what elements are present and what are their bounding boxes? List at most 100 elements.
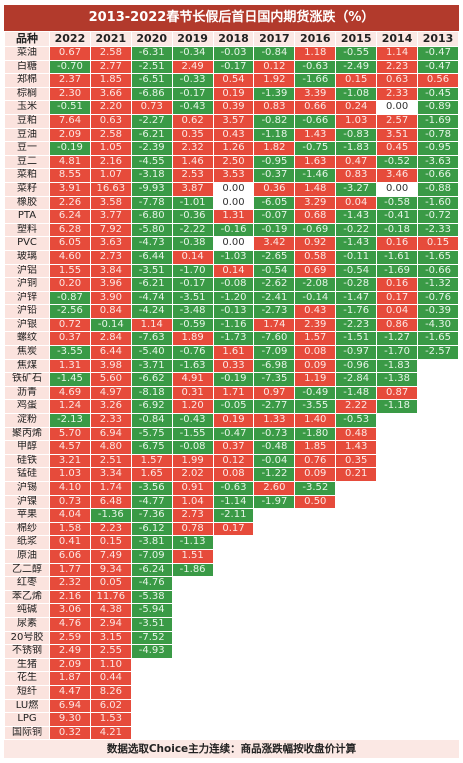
change-cell: -0.49 bbox=[294, 385, 337, 401]
change-cell: 3.34 bbox=[89, 467, 132, 482]
empty-cell bbox=[376, 467, 419, 482]
empty-cell bbox=[212, 698, 255, 714]
change-cell: 0.47 bbox=[335, 154, 378, 170]
change-cell: -0.19 bbox=[49, 141, 91, 156]
empty-cell bbox=[212, 684, 255, 700]
change-cell: -0.66 bbox=[294, 113, 337, 129]
commodity-name: 纯碱 bbox=[4, 603, 50, 618]
change-cell: 0.58 bbox=[294, 249, 337, 265]
change-cell: -0.58 bbox=[376, 195, 419, 211]
change-cell: 0.56 bbox=[417, 73, 459, 88]
empty-cell bbox=[376, 535, 419, 550]
change-cell: -7.52 bbox=[130, 630, 173, 646]
change-cell: 0.84 bbox=[89, 304, 132, 319]
change-cell: 3.77 bbox=[89, 209, 132, 224]
empty-cell bbox=[417, 712, 459, 727]
empty-cell bbox=[417, 521, 459, 537]
table-row: 沪银 0.72 -0.14 1.14 -0.59 -1.16 1.74 2.39 -2.23 0.… bbox=[4, 317, 459, 333]
change-cell: -0.34 bbox=[171, 46, 214, 61]
change-cell: -1.73 bbox=[212, 331, 255, 347]
change-cell: -6.31 bbox=[130, 46, 173, 61]
header-cell: 2019 bbox=[171, 31, 214, 47]
change-cell: -5.38 bbox=[130, 589, 173, 605]
change-cell: 2.73 bbox=[171, 508, 214, 523]
change-cell: 1.40 bbox=[294, 413, 337, 428]
commodity-name: LPG bbox=[4, 712, 50, 727]
empty-cell bbox=[376, 426, 419, 442]
change-cell: -4.30 bbox=[417, 317, 459, 333]
change-cell: -0.83 bbox=[335, 127, 378, 143]
change-cell: 3.98 bbox=[89, 358, 132, 374]
change-cell: 4.21 bbox=[89, 725, 132, 741]
empty-cell bbox=[417, 603, 459, 618]
change-cell: -2.57 bbox=[417, 345, 459, 360]
change-cell: 4.10 bbox=[49, 481, 91, 496]
empty-cell bbox=[376, 603, 419, 618]
change-cell: 0.91 bbox=[171, 481, 214, 496]
empty-cell bbox=[417, 508, 459, 523]
change-cell: 8.55 bbox=[49, 168, 91, 183]
empty-cell bbox=[376, 576, 419, 591]
change-cell: 1.20 bbox=[171, 399, 214, 415]
change-cell: -1.43 bbox=[335, 236, 378, 251]
change-cell: -2.23 bbox=[335, 317, 378, 333]
empty-cell bbox=[376, 725, 419, 741]
commodity-name: 乙二醇 bbox=[4, 562, 50, 578]
change-cell: -0.19 bbox=[212, 372, 255, 387]
change-cell: -6.21 bbox=[130, 277, 173, 292]
commodity-name: 沥青 bbox=[4, 385, 50, 401]
empty-cell bbox=[212, 725, 255, 741]
table-row: 淀粉 -2.13 2.33 -0.84 -0.43 0.19 1.33 1.40 -0.53 bbox=[4, 413, 459, 428]
empty-cell bbox=[335, 671, 378, 686]
change-cell: -7.78 bbox=[130, 195, 173, 211]
commodity-name: 红枣 bbox=[4, 576, 50, 591]
change-cell: 1.33 bbox=[253, 413, 296, 428]
data-table: 品种 2022 2021 2020 2019 2018 2017 2016 2015 2014 20… bbox=[4, 31, 459, 741]
commodity-name: 豆油 bbox=[4, 127, 50, 143]
empty-cell bbox=[376, 684, 419, 700]
change-cell: 3.21 bbox=[49, 453, 91, 469]
empty-cell bbox=[376, 521, 419, 537]
empty-cell bbox=[294, 603, 337, 618]
empty-cell bbox=[335, 494, 378, 510]
change-cell: -1.45 bbox=[49, 372, 91, 387]
empty-cell bbox=[253, 535, 296, 550]
change-cell: 6.06 bbox=[49, 548, 91, 564]
change-cell: 3.57 bbox=[212, 113, 255, 129]
change-cell: -0.43 bbox=[171, 413, 214, 428]
change-cell: -0.51 bbox=[49, 100, 91, 115]
table-row: LPG 9.30 1.53 bbox=[4, 712, 459, 727]
change-cell: -6.05 bbox=[253, 195, 296, 211]
empty-cell bbox=[376, 712, 419, 727]
change-cell: 2.73 bbox=[89, 249, 132, 265]
change-cell: -6.51 bbox=[130, 73, 173, 88]
change-cell: 4.80 bbox=[89, 440, 132, 455]
change-cell: 3.87 bbox=[171, 181, 214, 197]
change-cell: 2.49 bbox=[49, 644, 91, 659]
change-cell: -2.39 bbox=[130, 141, 173, 156]
empty-cell bbox=[376, 630, 419, 646]
change-cell: -1.27 bbox=[376, 331, 419, 347]
empty-cell bbox=[335, 698, 378, 714]
empty-cell bbox=[294, 644, 337, 659]
change-cell: 0.00 bbox=[212, 181, 255, 197]
change-cell: -0.38 bbox=[171, 236, 214, 251]
change-cell: 0.41 bbox=[49, 535, 91, 550]
table-row: PTA 6.24 3.77 -6.80 -0.36 1.31 -0.07 0.68 -1.43-… bbox=[4, 209, 459, 224]
commodity-name: 沪锡 bbox=[4, 481, 50, 496]
header-row: 品种 2022 2021 2020 2019 2018 2017 2016 2015 2014 20… bbox=[4, 31, 459, 47]
change-cell: -4.74 bbox=[130, 290, 173, 306]
change-cell: -2.11 bbox=[212, 508, 255, 523]
empty-cell bbox=[253, 603, 296, 618]
change-cell: -2.49 bbox=[335, 59, 378, 75]
commodity-name: 铁矿石 bbox=[4, 372, 50, 387]
empty-cell bbox=[212, 589, 255, 605]
change-cell: -1.83 bbox=[376, 358, 419, 374]
commodity-name: 不锈钢 bbox=[4, 644, 50, 659]
empty-cell bbox=[294, 657, 337, 673]
change-cell: 1.10 bbox=[89, 657, 132, 673]
change-cell: 0.87 bbox=[376, 385, 419, 401]
change-cell: 0.04 bbox=[376, 304, 419, 319]
change-cell: 0.12 bbox=[212, 453, 255, 469]
empty-cell bbox=[335, 521, 378, 537]
